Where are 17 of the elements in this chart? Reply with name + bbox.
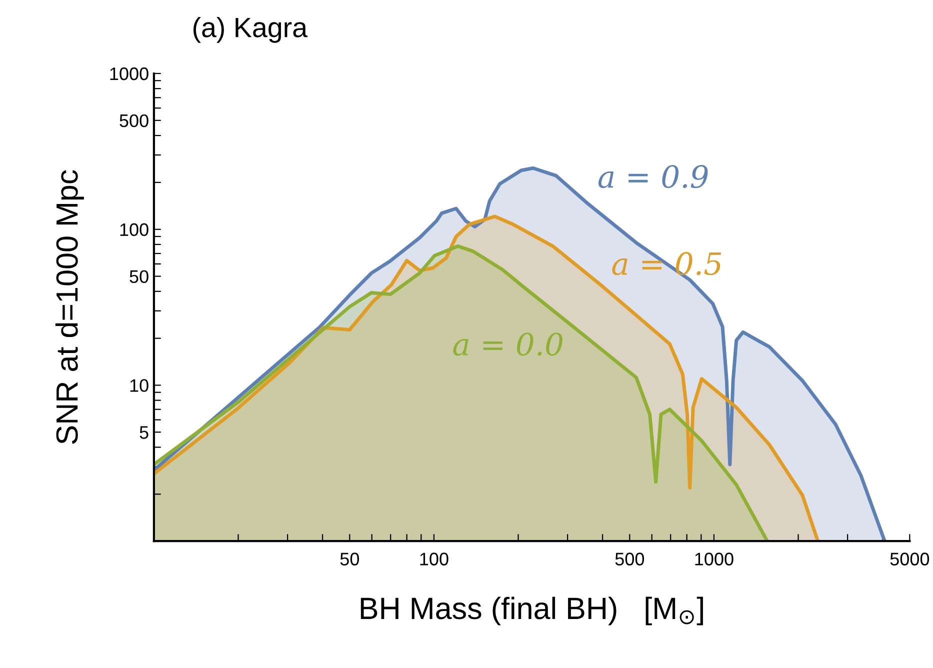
- y-tick-label: 5: [140, 426, 148, 439]
- series-label: a = 0.9: [598, 164, 708, 188]
- chart-title: (a) Kagra: [193, 16, 308, 43]
- x-tick-label: 50: [340, 552, 359, 566]
- series-label: a = 0.5: [612, 252, 722, 276]
- y-tick-label: 500: [120, 114, 148, 128]
- x-axis-title: BH Mass (final BH) [M$_{⊙}$]: [360, 596, 703, 626]
- y-tick-label: 50: [130, 270, 148, 283]
- y-tick-label: 100: [120, 223, 148, 236]
- y-axis-title: SNR at d=1000 Mpc: [55, 170, 84, 444]
- x-tick-label: 500: [615, 552, 644, 566]
- x-tick-label: 1000: [695, 552, 734, 566]
- y-tick-label: 10: [130, 379, 148, 392]
- x-tick-label: 5000: [890, 552, 930, 566]
- x-tick-label: 100: [420, 552, 448, 566]
- series-label: a = 0.0: [453, 332, 562, 356]
- y-tick-label: 1000: [110, 67, 148, 80]
